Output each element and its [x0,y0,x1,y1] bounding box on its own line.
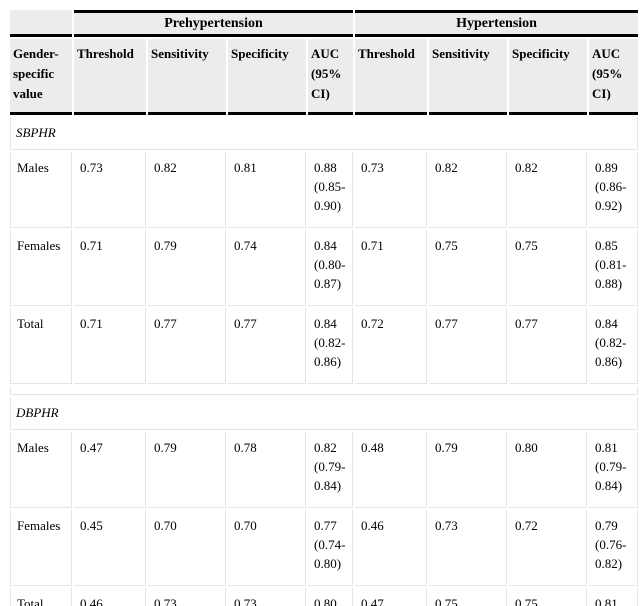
table-row-dbphr-total: Total 0.46 0.73 0.73 0.80 (0.77-0.82) 0.… [10,588,639,606]
cell-auc-hyp: 0.79 (0.76-0.82) [589,510,639,587]
cell-threshold-pre: 0.47 [74,432,146,509]
section-label-dbphr: DBPHR [10,397,639,431]
cell-auc-pre: 0.80 (0.77-0.82) [308,588,354,606]
cell-auc-pre: 0.82 (0.79-0.84) [308,432,354,509]
cell-sensitivity-pre: 0.77 [148,308,226,385]
cell-auc-hyp: 0.84 (0.82-0.86) [589,308,639,385]
section-spacer-row [10,386,639,396]
group-header-row: Prehypertension Hypertension [10,10,639,37]
corner-cell [10,10,72,37]
cell-auc-hyp: 0.89 (0.86-0.92) [589,152,639,229]
cell-sensitivity-pre: 0.82 [148,152,226,229]
cell-sensitivity-pre: 0.70 [148,510,226,587]
section-row-dbphr: DBPHR [10,397,639,431]
table-row-dbphr-males: Males 0.47 0.79 0.78 0.82 (0.79-0.84) 0.… [10,432,639,509]
cell-sensitivity-hyp: 0.82 [429,152,508,229]
col-header-gender-specific-value: Gender-specific value [10,39,72,116]
section-row-sbphr: SBPHR [10,117,639,151]
cell-auc-pre: 0.84 (0.82-0.86) [308,308,354,385]
row-label: Males [10,152,72,229]
section-label-sbphr: SBPHR [10,117,639,151]
cell-threshold-hyp: 0.72 [355,308,428,385]
table-row-dbphr-females: Females 0.45 0.70 0.70 0.77 (0.74-0.80) … [10,510,639,587]
table-row-sbphr-total: Total 0.71 0.77 0.77 0.84 (0.82-0.86) 0.… [10,308,639,385]
col-header-auc-pre: AUC (95% CI) [308,39,354,116]
col-header-auc-hyp: AUC (95% CI) [589,39,639,116]
cell-specificity-pre: 0.77 [228,308,306,385]
group-header-hypertension: Hypertension [355,10,639,37]
cell-threshold-pre: 0.73 [74,152,146,229]
col-header-sensitivity-pre: Sensitivity [148,39,226,116]
cell-specificity-pre: 0.73 [228,588,306,606]
row-label: Total [10,588,72,606]
cell-sensitivity-hyp: 0.79 [429,432,508,509]
row-label: Total [10,308,72,385]
cell-sensitivity-hyp: 0.75 [429,588,508,606]
cell-threshold-pre: 0.71 [74,308,146,385]
row-label: Males [10,432,72,509]
col-header-sensitivity-hyp: Sensitivity [429,39,508,116]
col-header-specificity-hyp: Specificity [509,39,588,116]
cell-specificity-pre: 0.78 [228,432,306,509]
cell-threshold-hyp: 0.46 [355,510,428,587]
cell-sensitivity-hyp: 0.75 [429,230,508,307]
cell-auc-pre: 0.88 (0.85-0.90) [308,152,354,229]
cell-specificity-hyp: 0.80 [509,432,588,509]
cell-threshold-pre: 0.46 [74,588,146,606]
cell-threshold-hyp: 0.71 [355,230,428,307]
roc-analysis-table: Prehypertension Hypertension Gender-spec… [8,8,640,606]
cell-sensitivity-pre: 0.79 [148,432,226,509]
cell-threshold-hyp: 0.48 [355,432,428,509]
column-header-row: Gender-specific value Threshold Sensitiv… [10,39,639,116]
cell-auc-hyp: 0.85 (0.81-0.88) [589,230,639,307]
cell-auc-pre: 0.77 (0.74-0.80) [308,510,354,587]
cell-auc-pre: 0.84 (0.80-0.87) [308,230,354,307]
table-row-sbphr-males: Males 0.73 0.82 0.81 0.88 (0.85-0.90) 0.… [10,152,639,229]
cell-threshold-pre: 0.45 [74,510,146,587]
cell-specificity-hyp: 0.75 [509,230,588,307]
table-row-sbphr-females: Females 0.71 0.79 0.74 0.84 (0.80-0.87) … [10,230,639,307]
cell-sensitivity-hyp: 0.77 [429,308,508,385]
cell-specificity-pre: 0.74 [228,230,306,307]
group-header-prehypertension: Prehypertension [74,10,354,37]
spacer-cell [10,386,639,396]
col-header-specificity-pre: Specificity [228,39,306,116]
cell-specificity-hyp: 0.72 [509,510,588,587]
cell-threshold-hyp: 0.73 [355,152,428,229]
cell-sensitivity-hyp: 0.73 [429,510,508,587]
cell-specificity-hyp: 0.75 [509,588,588,606]
row-label: Females [10,510,72,587]
cell-sensitivity-pre: 0.73 [148,588,226,606]
cell-auc-hyp: 0.81 (0.79-0.84) [589,432,639,509]
row-label: Females [10,230,72,307]
col-header-threshold-hyp: Threshold [355,39,428,116]
cell-specificity-pre: 0.81 [228,152,306,229]
col-header-threshold-pre: Threshold [74,39,146,116]
cell-threshold-pre: 0.71 [74,230,146,307]
cell-specificity-hyp: 0.82 [509,152,588,229]
cell-sensitivity-pre: 0.79 [148,230,226,307]
cell-specificity-pre: 0.70 [228,510,306,587]
cell-auc-hyp: 0.81 (0.78-0.84) [589,588,639,606]
cell-threshold-hyp: 0.47 [355,588,428,606]
cell-specificity-hyp: 0.77 [509,308,588,385]
